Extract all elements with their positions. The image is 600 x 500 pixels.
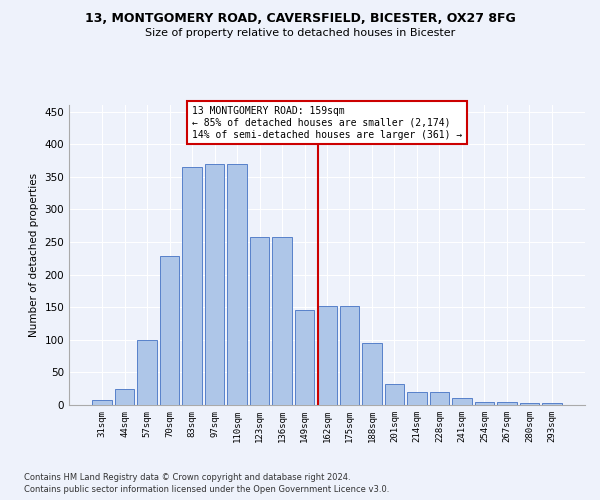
Bar (205, 164, 224, 405)
Bar (182, 167, 202, 405)
Bar (340, 306, 359, 405)
Bar (227, 164, 247, 405)
Bar (295, 310, 314, 405)
Bar (115, 388, 134, 405)
Bar (250, 236, 269, 405)
Bar (385, 384, 404, 405)
Bar (520, 403, 539, 405)
Text: 13 MONTGOMERY ROAD: 159sqm
← 85% of detached houses are smaller (2,174)
14% of s: 13 MONTGOMERY ROAD: 159sqm ← 85% of deta… (192, 106, 462, 140)
Bar (362, 343, 382, 405)
Bar (137, 340, 157, 405)
Text: Contains HM Land Registry data © Crown copyright and database right 2024.: Contains HM Land Registry data © Crown c… (24, 472, 350, 482)
Bar (452, 398, 472, 405)
Bar (92, 400, 112, 405)
Y-axis label: Number of detached properties: Number of detached properties (29, 173, 39, 337)
Text: 13, MONTGOMERY ROAD, CAVERSFIELD, BICESTER, OX27 8FG: 13, MONTGOMERY ROAD, CAVERSFIELD, BICEST… (85, 12, 515, 26)
Bar (160, 256, 179, 405)
Text: Contains public sector information licensed under the Open Government Licence v3: Contains public sector information licen… (24, 485, 389, 494)
Bar (430, 392, 449, 405)
Bar (317, 306, 337, 405)
Bar (407, 392, 427, 405)
Bar (542, 403, 562, 405)
Bar (475, 402, 494, 405)
Text: Size of property relative to detached houses in Bicester: Size of property relative to detached ho… (145, 28, 455, 38)
Bar (497, 402, 517, 405)
Bar (272, 236, 292, 405)
